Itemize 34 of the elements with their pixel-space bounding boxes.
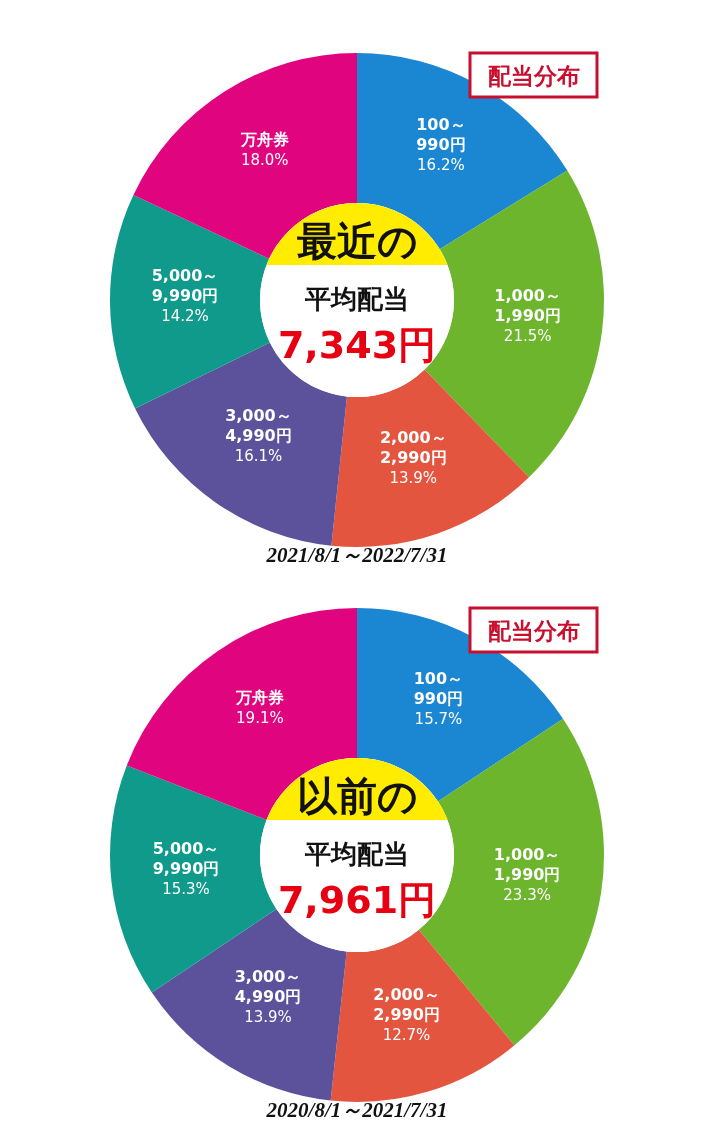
data-label: 13.9% (244, 1008, 292, 1027)
slice-label: 100～ 990円 (413, 668, 464, 708)
text: 以前の (296, 773, 418, 819)
data-label: 12.7% (382, 1025, 431, 1044)
slice-label: 3,000～ 4,990円 (234, 967, 302, 1007)
slice-label: 1,000～ 1,990円 (493, 845, 561, 885)
data-label: 19.1% (236, 709, 284, 728)
data-label: 15.7% (414, 709, 463, 728)
slice-label: 2,000～ 2,990円 (379, 427, 447, 467)
slice-label: 1,000～ 1,990円 (494, 286, 561, 326)
text: 平均配当 (304, 839, 409, 869)
slice-label: 100～ 990円 (416, 114, 466, 154)
slice-label: 3,000～ 4,990円 (225, 405, 292, 445)
data-label: 16.2% (417, 155, 465, 174)
data-label: 15.3% (162, 879, 210, 898)
chart-title: 配当分布 (487, 618, 580, 644)
slice-label: 5,000～ 9,990円 (151, 266, 219, 306)
text: 7,343円 (277, 323, 437, 367)
data-label: 16.1% (234, 446, 283, 465)
data-label: 18.0% (240, 150, 289, 169)
text: 2020/8/1～2021/7/31 (265, 1098, 448, 1122)
slice-label: 2,000～ 2,990円 (373, 984, 440, 1024)
data-label: 23.3% (503, 886, 551, 905)
text: 最近の (296, 218, 418, 264)
data-label: 21.5% (503, 327, 552, 346)
text: 平均配当 (304, 284, 409, 314)
data-label: 13.9% (389, 468, 438, 487)
chart-title: 配当分布 (487, 63, 580, 89)
text: 2021/8/1～2022/7/31 (265, 543, 448, 567)
slice-label: 万舟券 (234, 688, 284, 708)
data-label: 14.2% (161, 307, 209, 326)
slice-label: 万舟券 (239, 129, 289, 149)
slice-label: 5,000～ 9,990円 (152, 838, 220, 878)
text: 7,961円 (277, 878, 437, 922)
